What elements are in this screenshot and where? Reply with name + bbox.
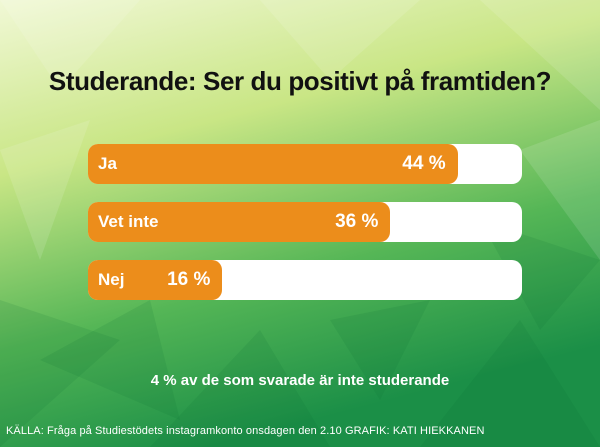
bar-ja (88, 144, 458, 184)
bar-label-nej: Nej (98, 270, 125, 289)
chart-title: Studerande: Ser du positivt på framtiden… (48, 66, 552, 96)
bar-track-ja: Ja 44 % (88, 144, 522, 184)
bar-vet-inte (88, 202, 391, 242)
bar-label-ja: Ja (98, 154, 117, 173)
source-credit: KÄLLA: Fråga på Studiestödets instagramk… (6, 425, 485, 437)
bar-track-vet-inte: Vet inte 36 % (88, 202, 522, 242)
bar-track-nej: Nej 16 % (88, 260, 522, 300)
bar-value-vet-inte: 36 % (335, 211, 379, 232)
bar-value-nej: 16 % (167, 269, 211, 290)
footnote: 4 % av de som svarade är inte studerande (150, 372, 450, 389)
bar-value-ja: 44 % (402, 153, 446, 174)
bar-label-vet-inte: Vet inte (98, 212, 159, 231)
bar-nej (88, 260, 223, 300)
